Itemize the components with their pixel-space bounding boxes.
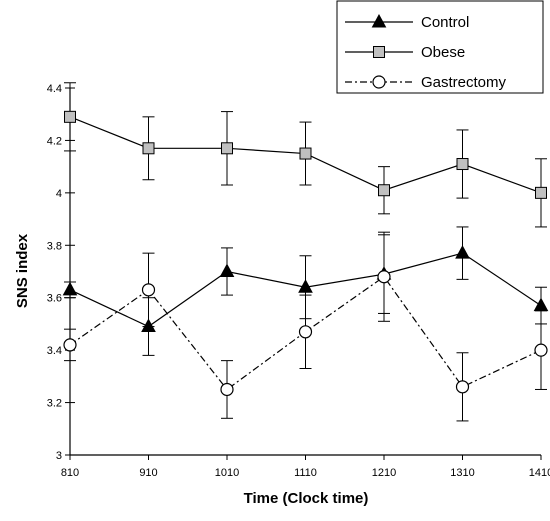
axis-ticks: 3 3.2 3.4 3.6 3.8 4 4.2 4.4 810 910 1010 1110 1210 13… [47, 83, 550, 479]
gastrectomy-data-point [534, 343, 548, 357]
legend-marker-control [371, 13, 387, 28]
y-tick-label: 4.2 [47, 135, 62, 147]
y-tick-label: 3.2 [47, 398, 62, 410]
x-tick-label: 1310 [450, 467, 474, 479]
gastrectomy-data-point [377, 270, 391, 284]
y-tick-label: 3.6 [47, 293, 62, 305]
x-tick-label: 1210 [372, 467, 396, 479]
legend: Control Obese Gastrectomy [336, 0, 544, 94]
control-data-point [455, 245, 470, 259]
legend-label-gastrectomy: Gastrectomy [421, 74, 507, 91]
x-tick-label: 910 [139, 467, 157, 479]
legend-label-obese: Obese [421, 44, 465, 61]
obese-series [64, 82, 547, 228]
y-tick-label: 4 [56, 188, 62, 200]
obese-data-point [221, 142, 233, 155]
gastrectomy-series [63, 231, 548, 422]
legend-marker-obese [373, 46, 385, 58]
gastrectomy-data-point [298, 325, 313, 339]
control-data-point [298, 279, 313, 293]
obese-data-point [535, 186, 547, 199]
x-tick-label: 810 [61, 467, 79, 479]
x-tick-label: 1110 [294, 467, 317, 479]
obese-data-point [142, 142, 155, 155]
y-axis-title: SNS index [14, 233, 31, 308]
gastrectomy-data-point [455, 380, 470, 394]
control-data-point [62, 281, 78, 296]
gastrectomy-data-point [220, 382, 234, 397]
series-group [62, 82, 549, 422]
x-tick-label: 1410 [529, 467, 550, 479]
obese-data-point [378, 184, 390, 197]
x-tick-label: 1010 [215, 467, 239, 479]
gastrectomy-data-point [63, 338, 77, 352]
x-axis-title: Time (Clock time) [244, 490, 369, 507]
obese-data-point [299, 147, 312, 160]
legend-box [336, 0, 544, 94]
y-tick-label: 3 [56, 450, 62, 462]
control-data-point [533, 297, 549, 312]
y-tick-label: 3.4 [47, 345, 62, 357]
y-tick-label: 3.8 [47, 240, 62, 252]
legend-label-control: Control [421, 14, 469, 31]
gastrectomy-data-point [141, 283, 156, 297]
obese-data-point [456, 158, 469, 171]
obese-data-point [64, 110, 76, 123]
y-tick-label: 4.4 [47, 83, 62, 95]
legend-marker-gastrectomy [372, 75, 386, 89]
control-data-point [219, 263, 235, 277]
